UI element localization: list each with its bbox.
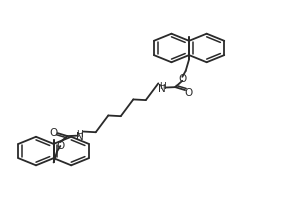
Text: N: N	[76, 131, 84, 141]
Text: O: O	[56, 140, 64, 150]
Text: O: O	[178, 73, 186, 83]
Text: H: H	[76, 129, 83, 138]
Text: H: H	[159, 81, 166, 90]
Text: O: O	[185, 87, 193, 97]
Text: O: O	[50, 127, 58, 137]
Text: N: N	[158, 83, 166, 93]
